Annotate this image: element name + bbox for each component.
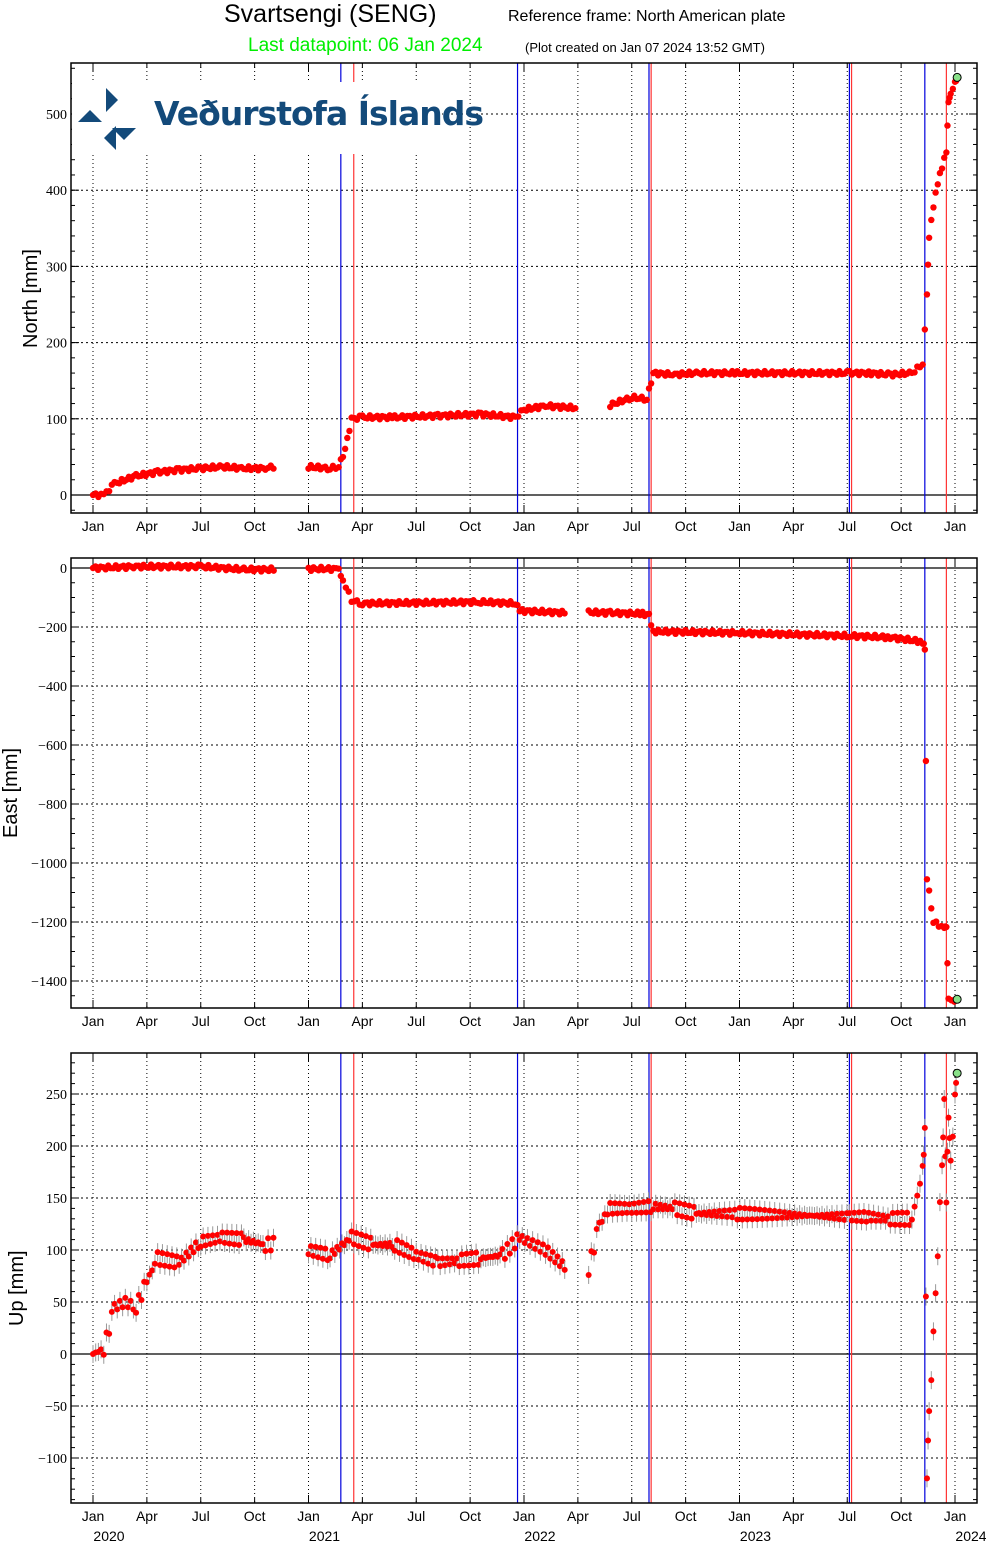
y-tick-label: 300 xyxy=(46,260,67,275)
x-tick-label: Jul xyxy=(623,518,641,534)
x-tick-label: Apr xyxy=(351,1508,373,1524)
x-tick-label: Oct xyxy=(675,1508,697,1524)
last-datapoint-label: Last datapoint: 06 Jan 2024 xyxy=(248,35,483,56)
x-tick-label: Jan xyxy=(513,518,536,534)
x-tick-label: Apr xyxy=(782,1013,804,1029)
x-tick-label: Oct xyxy=(244,518,266,534)
x-tick-label: Oct xyxy=(890,1508,912,1524)
x-tick-label: Apr xyxy=(782,518,804,534)
logo-icon xyxy=(78,88,136,150)
y-tick-label: 200 xyxy=(46,1140,67,1155)
x-tick-label: Jul xyxy=(192,1508,210,1524)
y-tick-label: 100 xyxy=(46,1244,67,1259)
x-tick-label: Jan xyxy=(728,1508,751,1524)
y-tick-label: −1000 xyxy=(31,857,67,872)
x-tick-label: Apr xyxy=(351,518,373,534)
panel-north: Jan Apr Jul Oct Jan Apr Jul Oct Jan Apr Jul Oct Jan A… xyxy=(46,62,978,534)
x-tick-label: Jan xyxy=(513,1508,536,1524)
east-axis-label: East [mm] xyxy=(0,747,22,838)
x-tick-label: Jan xyxy=(728,518,751,534)
y-tick-label: −200 xyxy=(38,621,67,636)
y-tick-label: 200 xyxy=(46,337,67,352)
reference-frame-label: Reference frame: North American plate xyxy=(508,8,786,25)
y-tick-label: −100 xyxy=(38,1452,67,1467)
y-tick-label: 100 xyxy=(46,413,67,428)
x-tick-label: Apr xyxy=(782,1508,804,1524)
y-tick-label: 500 xyxy=(46,108,67,123)
up-axis-label: Up [mm] xyxy=(6,1250,28,1326)
data-series xyxy=(89,77,960,501)
x-tick-label: Oct xyxy=(890,518,912,534)
year-label: 2022 xyxy=(524,1528,555,1544)
year-label: 2021 xyxy=(309,1528,340,1544)
x-tick-label: Jan xyxy=(297,1013,320,1029)
x-tick-label: Jan xyxy=(82,518,105,534)
x-tick-label: Apr xyxy=(136,1508,158,1524)
y-tick-label: −50 xyxy=(45,1400,67,1415)
x-tick-label: Jan xyxy=(944,1013,967,1029)
year-label: 2024 xyxy=(955,1528,986,1544)
plot-created-label: (Plot created on Jan 07 2024 13:52 GMT) xyxy=(525,40,765,55)
panel-up: Jan Apr Jul Oct Jan Apr Jul Oct Jan Apr Jul Oct Jan A… xyxy=(38,1052,978,1524)
x-tick-label: Jul xyxy=(838,1013,856,1029)
panel-east: Jan Apr Jul Oct Jan Apr Jul Oct Jan Apr Jul Oct Jan A… xyxy=(31,557,978,1029)
x-tick-label: Jul xyxy=(623,1013,641,1029)
last-datapoint-marker xyxy=(952,1068,962,1078)
vedurstofa-logo: Veðurstofa Íslands xyxy=(72,82,484,154)
x-tick-label: Oct xyxy=(890,1013,912,1029)
x-tick-label: Jul xyxy=(407,518,425,534)
y-tick-label: −1400 xyxy=(31,975,67,990)
logo-text: Veðurstofa Íslands xyxy=(154,94,484,133)
y-tick-label: 400 xyxy=(46,184,67,199)
x-tick-label: Apr xyxy=(567,1508,589,1524)
x-tick-label: Oct xyxy=(675,1013,697,1029)
x-tick-label: Oct xyxy=(459,1013,481,1029)
x-tick-label: Jul xyxy=(838,518,856,534)
x-tick-label: Oct xyxy=(675,518,697,534)
x-tick-label: Oct xyxy=(244,1508,266,1524)
y-tick-label: 150 xyxy=(46,1192,67,1207)
y-tick-label: 0 xyxy=(60,1348,67,1363)
chart-title: Svartsengi (SENG) xyxy=(224,0,437,28)
y-tick-label: 0 xyxy=(60,562,67,577)
x-tick-label: Apr xyxy=(567,1013,589,1029)
data-series xyxy=(89,561,958,1005)
x-tick-label: Jan xyxy=(513,1013,536,1029)
year-label: 2023 xyxy=(740,1528,771,1544)
x-tick-label: Oct xyxy=(244,1013,266,1029)
x-tick-label: Jul xyxy=(192,518,210,534)
y-tick-label: −1200 xyxy=(31,916,67,931)
north-axis-label: North [mm] xyxy=(20,249,42,348)
y-tick-label: 50 xyxy=(53,1296,67,1311)
x-tick-label: Jan xyxy=(82,1508,105,1524)
last-datapoint-marker xyxy=(952,72,962,82)
y-tick-label: −600 xyxy=(38,739,67,754)
x-tick-label: Jan xyxy=(297,518,320,534)
y-tick-label: 250 xyxy=(46,1088,67,1103)
x-tick-label: Jul xyxy=(838,1508,856,1524)
x-tick-label: Jan xyxy=(297,1508,320,1524)
x-tick-label: Oct xyxy=(459,1508,481,1524)
last-datapoint-marker xyxy=(952,994,962,1004)
data-series xyxy=(90,1073,960,1488)
x-tick-label: Jul xyxy=(623,1508,641,1524)
x-tick-label: Jan xyxy=(944,518,967,534)
x-tick-label: Jan xyxy=(944,1508,967,1524)
year-label: 2020 xyxy=(93,1528,124,1544)
y-tick-label: 0 xyxy=(60,489,67,504)
x-tick-label: Jan xyxy=(728,1013,751,1029)
x-tick-label: Jul xyxy=(407,1508,425,1524)
x-tick-label: Oct xyxy=(459,518,481,534)
x-tick-label: Apr xyxy=(351,1013,373,1029)
x-tick-label: Apr xyxy=(567,518,589,534)
x-tick-label: Apr xyxy=(136,518,158,534)
x-tick-label: Jan xyxy=(82,1013,105,1029)
x-tick-label: Jul xyxy=(407,1013,425,1029)
x-tick-label: Jul xyxy=(192,1013,210,1029)
y-tick-label: −400 xyxy=(38,680,67,695)
x-tick-label: Apr xyxy=(136,1013,158,1029)
y-tick-label: −800 xyxy=(38,798,67,813)
